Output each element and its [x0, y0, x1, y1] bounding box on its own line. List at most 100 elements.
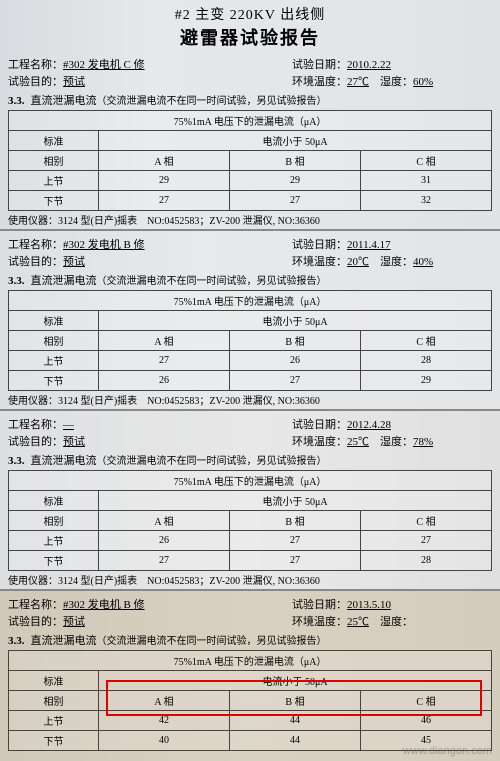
cell-b: B 相 — [230, 331, 361, 351]
val-hum-2: 40% — [413, 256, 433, 268]
v: 44 — [230, 731, 361, 751]
val-temp-2: 20℃ — [347, 256, 369, 268]
lbl-env: 环境温度： — [292, 256, 347, 268]
data-table-1: 75%1mA 电压下的泄漏电流（μA） 标准电流小于 50μA 相别A 相B 相… — [8, 110, 492, 211]
val-instr: 3124 型(日产)摇表 NO:0452583；ZV-200 泄漏仪, NO:3… — [58, 576, 320, 587]
lbl-project: 工程名称： — [8, 599, 63, 611]
cell-upper: 上节 — [9, 351, 99, 371]
lbl-hum: 湿度： — [380, 436, 413, 448]
val-project-2: #302 发电机 B 修 — [63, 239, 145, 251]
lbl-purpose: 试验目的： — [8, 436, 63, 448]
tbl-header: 75%1mA 电压下的泄漏电流（μA） — [9, 651, 492, 671]
cell-std: 标准 — [9, 131, 99, 151]
data-table-4: 75%1mA 电压下的泄漏电流（μA） 标准电流小于 50μA 相别A 相B 相… — [8, 650, 492, 751]
val-hum-3: 78% — [413, 436, 433, 448]
v: 29 — [230, 171, 361, 191]
cell-c: C 相 — [361, 331, 492, 351]
cell-lower: 下节 — [9, 731, 99, 751]
val-purpose-3: 预试 — [63, 436, 85, 448]
main-title-line2: 避雷器试验报告 — [8, 24, 492, 50]
cell-lower: 下节 — [9, 191, 99, 211]
lbl-project: 工程名称： — [8, 59, 63, 71]
cell-lower: 下节 — [9, 551, 99, 571]
v: 42 — [99, 711, 230, 731]
cell-a: A 相 — [99, 151, 230, 171]
val-project-4: #302 发电机 B 修 — [63, 599, 145, 611]
lbl-purpose: 试验目的： — [8, 616, 63, 628]
watermark-text: www.diangon.com — [403, 745, 492, 757]
lbl-instr: 使用仪器： — [8, 576, 58, 587]
cell-upper: 上节 — [9, 711, 99, 731]
tbl-header: 75%1mA 电压下的泄漏电流（μA） — [9, 471, 492, 491]
report-block-1: #2 主变 220KV 出线侧 避雷器试验报告 工程名称：#302 发电机 C … — [0, 0, 500, 229]
val-date-1: 2010.2.22 — [347, 59, 391, 71]
cell-a: A 相 — [99, 331, 230, 351]
val-project-1: #302 发电机 C 修 — [63, 59, 145, 71]
v: 26 — [99, 531, 230, 551]
report-block-4: 工程名称：#302 发电机 B 修 试验日期：2013.5.10 试验目的：预试… — [0, 591, 500, 761]
lbl-hum: 湿度： — [380, 76, 413, 88]
lbl-project: 工程名称： — [8, 239, 63, 251]
val-purpose-4: 预试 — [63, 616, 85, 628]
cell-phase: 相别 — [9, 691, 99, 711]
v: 27 — [99, 191, 230, 211]
lbl-date: 试验日期： — [292, 239, 347, 251]
v: 27 — [99, 551, 230, 571]
cell-a: A 相 — [99, 691, 230, 711]
lbl-instr: 使用仪器： — [8, 396, 58, 407]
v: 27 — [230, 371, 361, 391]
val-temp-4: 25℃ — [347, 616, 369, 628]
cell-a: A 相 — [99, 511, 230, 531]
cell-b: B 相 — [230, 511, 361, 531]
v: 27 — [361, 531, 492, 551]
v: 27 — [230, 531, 361, 551]
lbl-env: 环境温度： — [292, 616, 347, 628]
sec-note: （交流泄漏电流不在同一时间试验，另见试验报告） — [97, 92, 327, 107]
cell-std: 标准 — [9, 311, 99, 331]
v: 27 — [230, 191, 361, 211]
val-temp-3: 25℃ — [347, 436, 369, 448]
cell-stdval: 电流小于 50μA — [99, 311, 492, 331]
cell-b: B 相 — [230, 691, 361, 711]
v: 26 — [230, 351, 361, 371]
v: 46 — [361, 711, 492, 731]
sec-num: 3.3. — [8, 635, 25, 647]
data-table-3: 75%1mA 电压下的泄漏电流（μA） 标准电流小于 50μA 相别A 相B 相… — [8, 470, 492, 571]
report-block-2: 工程名称：#302 发电机 B 修 试验日期：2011.4.17 试验目的：预试… — [0, 231, 500, 409]
sec-note: （交流泄漏电流不在同一时间试验，另见试验报告） — [97, 272, 327, 287]
val-date-4: 2013.5.10 — [347, 599, 391, 611]
val-instr: 3124 型(日产)摇表 NO:0452583；ZV-200 泄漏仪, NO:3… — [58, 396, 320, 407]
v: 29 — [99, 171, 230, 191]
data-table-2: 75%1mA 电压下的泄漏电流（μA） 标准电流小于 50μA 相别A 相B 相… — [8, 290, 492, 391]
v: 26 — [99, 371, 230, 391]
v: 28 — [361, 551, 492, 571]
val-date-2: 2011.4.17 — [347, 239, 391, 251]
v: 28 — [361, 351, 492, 371]
v: 29 — [361, 371, 492, 391]
sec-title: 直流泄漏电流 — [31, 632, 97, 648]
cell-lower: 下节 — [9, 371, 99, 391]
lbl-project: 工程名称： — [8, 419, 63, 431]
v: 27 — [99, 351, 230, 371]
cell-c: C 相 — [361, 151, 492, 171]
val-date-3: 2012.4.28 — [347, 419, 391, 431]
lbl-date: 试验日期： — [292, 419, 347, 431]
cell-phase: 相别 — [9, 331, 99, 351]
val-temp-1: 27℃ — [347, 76, 369, 88]
sec-num: 3.3. — [8, 275, 25, 287]
sec-num: 3.3. — [8, 95, 25, 107]
sec-title: 直流泄漏电流 — [31, 452, 97, 468]
lbl-env: 环境温度： — [292, 76, 347, 88]
lbl-hum: 湿度： — [380, 256, 413, 268]
sec-title: 直流泄漏电流 — [31, 92, 97, 108]
v: 40 — [99, 731, 230, 751]
v: 27 — [230, 551, 361, 571]
sec-note: （交流泄漏电流不在同一时间试验，另见试验报告） — [97, 452, 327, 467]
cell-phase: 相别 — [9, 151, 99, 171]
cell-b: B 相 — [230, 151, 361, 171]
lbl-instr: 使用仪器： — [8, 216, 58, 227]
lbl-date: 试验日期： — [292, 59, 347, 71]
cell-upper: 上节 — [9, 171, 99, 191]
tbl-header: 75%1mA 电压下的泄漏电流（μA） — [9, 291, 492, 311]
cell-c: C 相 — [361, 511, 492, 531]
